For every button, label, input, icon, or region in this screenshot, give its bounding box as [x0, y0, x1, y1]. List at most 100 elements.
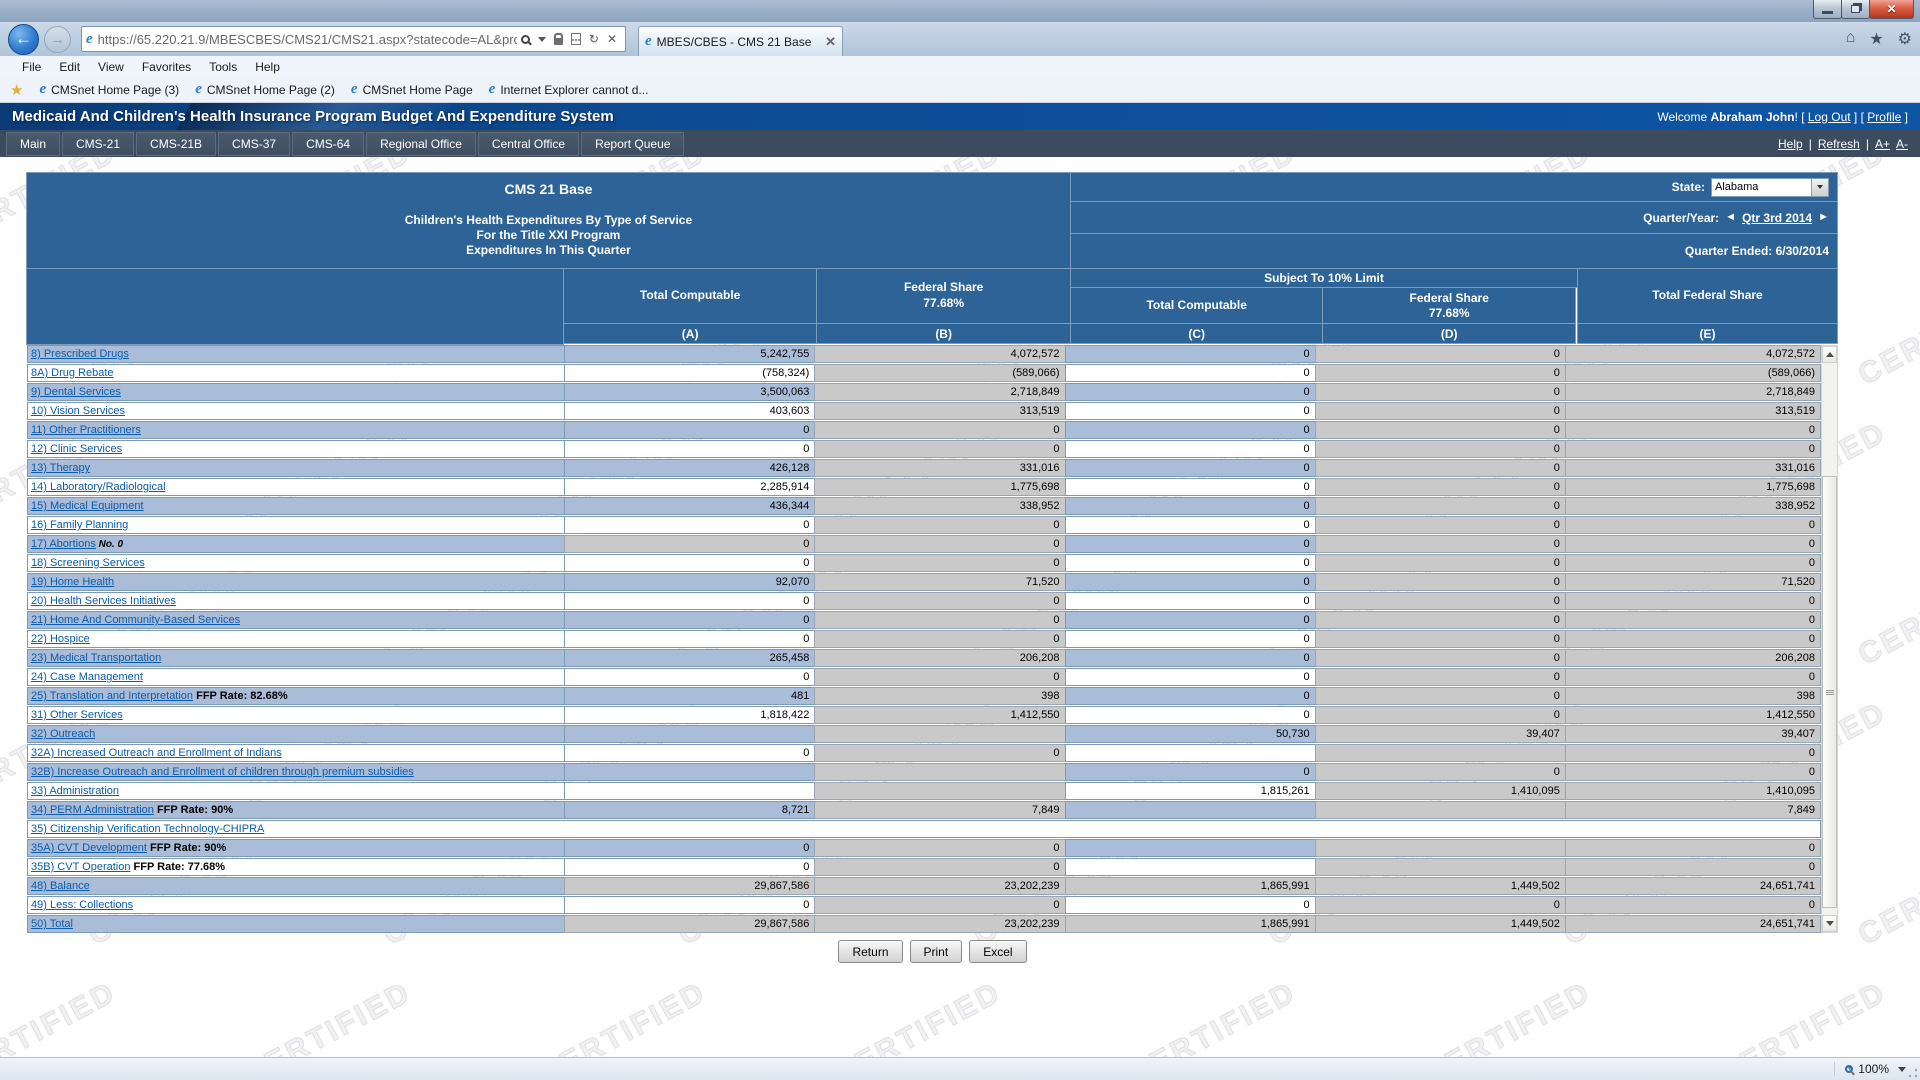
scroll-up-icon[interactable] — [1822, 346, 1837, 363]
cell-a[interactable]: 0 — [564, 896, 816, 914]
row-link[interactable]: 12) Clinic Services — [31, 443, 123, 455]
cell-a[interactable]: 0 — [564, 630, 816, 648]
cell-c[interactable]: 0 — [1064, 478, 1316, 496]
row-link[interactable]: 35A) CVT Development — [31, 842, 147, 854]
cell-c[interactable]: 0 — [1064, 459, 1316, 477]
cell-a[interactable]: 403,603 — [564, 402, 816, 420]
menu-favorites[interactable]: Favorites — [141, 59, 192, 74]
cell-c[interactable]: 0 — [1064, 535, 1316, 553]
forward-button[interactable]: → — [44, 25, 71, 53]
row-link[interactable]: 21) Home And Community-Based Services — [31, 614, 241, 626]
cell-a[interactable]: 0 — [564, 668, 816, 686]
row-link[interactable]: 8) Prescribed Drugs — [31, 348, 129, 360]
row-link[interactable]: 34) PERM Administration — [31, 804, 154, 816]
row-link[interactable]: 17) Abortions — [31, 538, 96, 550]
quarter-link[interactable]: Qtr 3rd 2014 — [1742, 210, 1813, 225]
nav-report-queue[interactable]: Report Queue — [581, 131, 685, 156]
cell-c[interactable]: 0 — [1064, 706, 1316, 724]
menu-file[interactable]: File — [22, 59, 42, 74]
help-link[interactable]: Help — [1778, 136, 1803, 151]
favorite-link-2[interactable]: CMSnet Home Page (2) — [195, 82, 335, 97]
cell-a[interactable]: 0 — [564, 554, 816, 572]
cell-c[interactable]: 0 — [1064, 421, 1316, 439]
logout-link[interactable]: Log Out — [1807, 109, 1851, 124]
cell-c[interactable]: 0 — [1064, 383, 1316, 401]
excel-button[interactable]: Excel — [969, 940, 1027, 963]
row-link[interactable]: 32A) Increased Outreach and Enrollment o… — [31, 747, 282, 759]
row-link[interactable]: 10) Vision Services — [31, 405, 125, 417]
cell-a[interactable]: 426,128 — [564, 459, 816, 477]
cell-a[interactable]: (758,324) — [564, 364, 816, 382]
cell-c[interactable]: 0 — [1064, 611, 1316, 629]
row-link[interactable]: 13) Therapy — [31, 462, 91, 474]
cell-a[interactable]: 1,818,422 — [564, 706, 816, 724]
font-decrease-link[interactable]: A- — [1896, 136, 1908, 151]
cell-c[interactable]: 0 — [1064, 516, 1316, 534]
cell-a[interactable]: 0 — [564, 440, 816, 458]
state-dropdown-button[interactable] — [1811, 178, 1828, 196]
back-button[interactable]: ← — [8, 23, 39, 55]
home-icon[interactable]: ⌂ — [1845, 29, 1856, 46]
row-link[interactable]: 9) Dental Services — [31, 386, 121, 398]
cell-a[interactable] — [564, 763, 816, 781]
nav-cms-21[interactable]: CMS-21 — [62, 131, 135, 156]
row-link[interactable]: 14) Laboratory/Radiological — [31, 481, 166, 493]
cell-c[interactable]: 0 — [1064, 763, 1316, 781]
stop-icon[interactable]: ✕ — [606, 32, 617, 46]
nav-central-office[interactable]: Central Office — [477, 131, 580, 156]
cell-a[interactable]: 0 — [564, 839, 816, 857]
menu-help[interactable]: Help — [255, 59, 280, 74]
row-link[interactable]: 48) Balance — [31, 880, 90, 892]
cell-c[interactable]: 0 — [1064, 649, 1316, 667]
row-link[interactable]: 19) Home Health — [31, 576, 115, 588]
cell-a[interactable]: 0 — [564, 858, 816, 876]
table-scrollbar[interactable] — [1821, 345, 1838, 933]
cell-c[interactable]: 0 — [1064, 687, 1316, 705]
state-select[interactable]: Alabama — [1711, 177, 1829, 197]
cell-a[interactable]: 436,344 — [564, 497, 816, 515]
cell-a[interactable]: 481 — [564, 687, 816, 705]
scroll-down-icon[interactable] — [1822, 915, 1837, 932]
favorite-link-3[interactable]: CMSnet Home Page — [351, 82, 473, 97]
cell-c[interactable]: 0 — [1064, 554, 1316, 572]
cell-c[interactable]: 0 — [1064, 630, 1316, 648]
zoom-dropdown-icon[interactable] — [1898, 1066, 1906, 1072]
cell-a[interactable]: 3,500,063 — [564, 383, 816, 401]
row-link[interactable]: 31) Other Services — [31, 709, 123, 721]
compatibility-view-icon[interactable] — [570, 33, 581, 45]
restore-button[interactable] — [1841, 0, 1870, 19]
search-dropdown-icon[interactable] — [537, 36, 546, 42]
return-button[interactable]: Return — [838, 940, 903, 963]
favorite-link-4[interactable]: Internet Explorer cannot d... — [489, 82, 648, 97]
gear-icon[interactable]: ⚙ — [1897, 31, 1912, 48]
cell-a[interactable]: 0 — [564, 611, 816, 629]
row-link[interactable]: 25) Translation and Interpretation — [31, 690, 194, 702]
cell-a[interactable]: 2,285,914 — [564, 478, 816, 496]
row-link[interactable]: 24) Case Management — [31, 671, 143, 683]
tab-close-icon[interactable]: ✕ — [825, 33, 836, 49]
cell-a[interactable]: 0 — [564, 744, 816, 762]
cell-a[interactable]: 0 — [564, 516, 816, 534]
search-icon[interactable] — [520, 34, 530, 44]
nav-cms-21b[interactable]: CMS-21B — [136, 131, 217, 156]
cell-c[interactable] — [1064, 801, 1316, 819]
profile-link[interactable]: Profile — [1867, 109, 1902, 124]
zoom-control[interactable]: 100% — [1834, 1062, 1906, 1076]
add-favorite-icon[interactable]: ★ — [10, 81, 24, 99]
print-button[interactable]: Print — [909, 940, 963, 963]
cell-a[interactable] — [564, 725, 816, 743]
cell-c[interactable] — [1064, 858, 1316, 876]
cell-a[interactable]: 0 — [564, 421, 816, 439]
nav-main[interactable]: Main — [6, 131, 61, 156]
nav-regional-office[interactable]: Regional Office — [366, 131, 476, 156]
row-link[interactable]: 18) Screening Services — [31, 557, 145, 569]
refresh-link[interactable]: Refresh — [1817, 136, 1860, 151]
cell-c[interactable] — [1064, 839, 1316, 857]
row-link[interactable]: 15) Medical Equipment — [31, 500, 144, 512]
favorite-link-1[interactable]: CMSnet Home Page (3) — [39, 82, 179, 97]
cell-c[interactable]: 0 — [1064, 573, 1316, 591]
cell-c[interactable]: 0 — [1064, 345, 1316, 363]
quarter-next-icon[interactable]: ► — [1818, 211, 1829, 223]
row-link[interactable]: 35B) CVT Operation — [31, 861, 131, 873]
menu-edit[interactable]: Edit — [59, 59, 81, 74]
